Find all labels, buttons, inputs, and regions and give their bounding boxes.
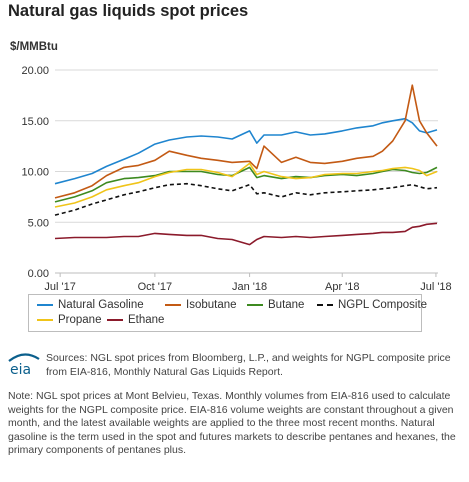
- legend-swatch-ethane: [107, 319, 123, 321]
- sources-text: Sources: NGL spot prices from Bloomberg,…: [46, 352, 451, 378]
- legend-item-isobutane: Isobutane: [165, 299, 237, 311]
- y-tick-label: 15.00: [21, 116, 49, 128]
- legend-swatch-isobutane: [165, 304, 181, 306]
- legend-label: Ethane: [128, 314, 165, 326]
- legend-swatch-propane: [37, 319, 53, 321]
- legend-item-natural-gasoline: Natural Gasoline: [37, 299, 144, 311]
- x-axis-ticks: Jul '17 Oct '17 Jan '18 Apr '18 Jul '18: [44, 273, 452, 292]
- y-tick-label: 5.00: [28, 217, 49, 229]
- x-tick-label: Jul '17: [44, 281, 75, 292]
- series-line-propane: [54, 162, 438, 208]
- legend-item-ngpl-composite: NGPL Composite: [317, 299, 427, 311]
- y-axis-ticks: 0.00 5.00 10.00 15.00 20.00: [21, 65, 49, 280]
- eia-logo-text: eia: [10, 362, 31, 378]
- legend-label: Isobutane: [186, 299, 237, 311]
- legend-label: NGPL Composite: [338, 299, 428, 311]
- x-tick-label: Apr '18: [325, 281, 360, 292]
- series-line-isobutane: [54, 84, 438, 199]
- series-line-butane: [54, 166, 438, 203]
- legend-swatch-natural-gasoline: [37, 304, 53, 306]
- series-line-ethane: [54, 222, 438, 246]
- legend-label: Butane: [268, 299, 305, 311]
- chart-title: Natural gas liquids spot prices: [8, 2, 249, 20]
- y-tick-label: 20.00: [21, 65, 49, 77]
- chart-legend: Natural Gasoline Isobutane Butane NGPL C…: [28, 294, 427, 332]
- x-tick-label: Jan '18: [232, 281, 267, 292]
- x-tick-label: Jul '18: [420, 281, 451, 292]
- legend-item-ethane: Ethane: [107, 314, 164, 326]
- legend-item-propane: Propane: [37, 314, 101, 326]
- y-tick-label: 10.00: [21, 167, 49, 179]
- legend-item-butane: Butane: [247, 299, 304, 311]
- y-axis-unit-label: $/MMBtu: [10, 41, 58, 53]
- series-lines: [54, 84, 438, 246]
- series-line-natural-gasoline: [54, 117, 438, 185]
- y-tick-label: 0.00: [28, 268, 49, 280]
- x-tick-label: Oct '17: [138, 281, 173, 292]
- legend-label: Natural Gasoline: [58, 299, 144, 311]
- legend-swatch-butane: [247, 304, 263, 306]
- legend-swatch-ngpl-composite: [317, 304, 333, 306]
- series-line-ngpl-composite: [54, 182, 438, 216]
- line-chart: 0.00 5.00 10.00 15.00 20.00 Jul '17 Oct '17 Ja…: [21, 65, 452, 292]
- note-text: Note: NGL spot prices at Mont Belvieu, T…: [8, 390, 456, 456]
- eia-logo: eia: [8, 353, 40, 378]
- legend-label: Propane: [58, 314, 102, 326]
